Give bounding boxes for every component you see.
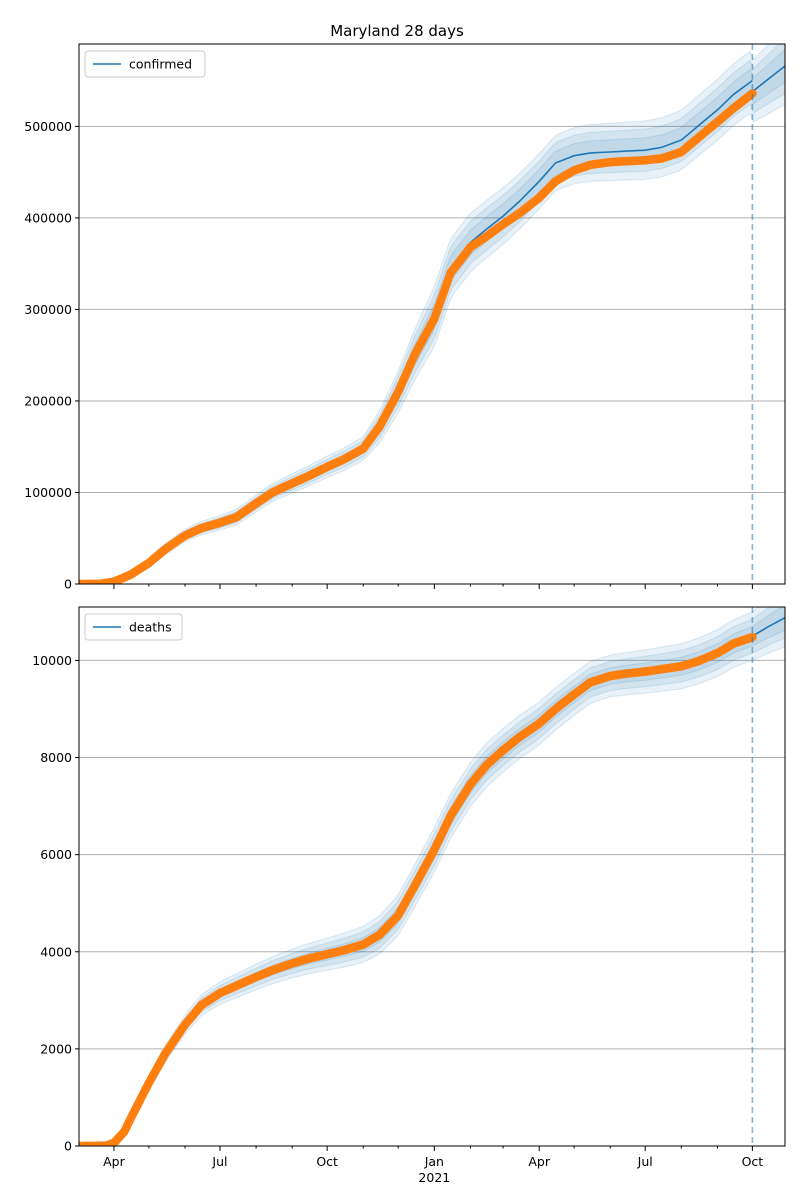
deaths-uncertainty-band <box>79 607 785 1146</box>
confirmed-observed-point <box>748 89 757 98</box>
deaths-panel: 0 2000 4000 6000 8000 10000 deaths <box>32 606 786 1154</box>
confirmed-y-tick-label: 100000 <box>24 485 72 500</box>
x-tick-year-label: 2021 <box>418 1170 450 1185</box>
chart-title: Maryland 28 days <box>330 22 464 40</box>
confirmed-y-tick-label: 200000 <box>24 393 72 408</box>
deaths-forecast-line <box>751 616 785 637</box>
x-tick-label: Oct <box>316 1154 338 1169</box>
confirmed-legend: confirmed <box>84 50 206 78</box>
confirmed-panel: 0 100000 200000 300000 400000 500000 confirmed <box>24 43 786 592</box>
x-tick-label: Jul <box>637 1154 653 1169</box>
deaths-legend-box <box>84 613 183 641</box>
deaths-uncertainty-band <box>79 607 785 1146</box>
deaths-y-tick-label: 8000 <box>40 750 72 765</box>
deaths-y-tick-label: 2000 <box>40 1041 72 1056</box>
confirmed-legend-label: confirmed <box>129 57 192 72</box>
x-tick-label: Jan <box>424 1154 444 1169</box>
deaths-legend-label: deaths <box>129 620 172 635</box>
x-tick-label: Apr <box>103 1154 125 1169</box>
x-tick-label: Apr <box>528 1154 550 1169</box>
confirmed-y-tick-label: 500000 <box>24 119 72 134</box>
x-tick-label: Oct <box>742 1154 764 1169</box>
deaths-y-tick-label: 0 <box>64 1139 72 1154</box>
confirmed-y-tick-label: 300000 <box>24 302 72 317</box>
deaths-y-tick-label: 4000 <box>40 944 72 959</box>
x-tick-label: Jul <box>211 1154 227 1169</box>
deaths-y-tick-label: 10000 <box>32 653 72 668</box>
confirmed-y-tick-label: 400000 <box>24 210 72 225</box>
confirmed-forecast-line <box>751 65 785 93</box>
deaths-uncertainty-band <box>79 607 785 1146</box>
confirmed-legend-box <box>84 50 206 78</box>
deaths-y-tick-label: 6000 <box>40 847 72 862</box>
deaths-legend: deaths <box>84 613 183 641</box>
deaths-axes-frame <box>78 606 786 1147</box>
confirmed-axes-frame <box>78 43 786 585</box>
confirmed-y-tick-label: 0 <box>64 577 72 592</box>
